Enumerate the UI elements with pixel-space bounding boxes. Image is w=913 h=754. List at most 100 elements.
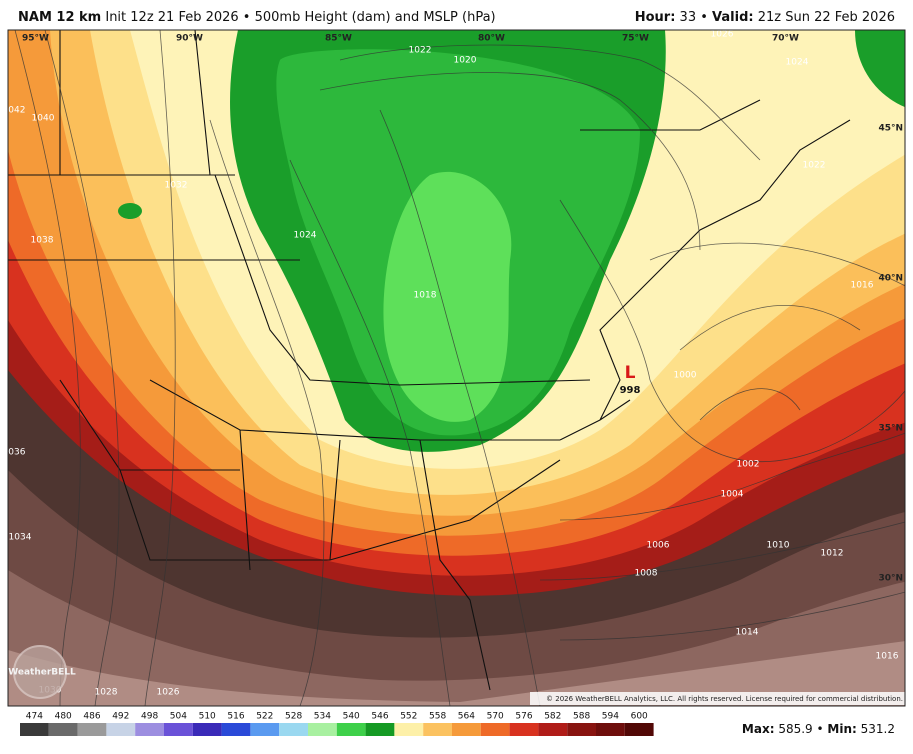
isobar-label: 1026 [157, 688, 180, 698]
min-value: 531.2 [861, 722, 895, 736]
isobar-label: 1014 [736, 628, 759, 638]
stats: Max: 585.9 • Min: 531.2 [742, 722, 895, 736]
max-label: Max: [742, 722, 775, 736]
colorbar-swatch [250, 723, 280, 736]
colorbar-label: 474 [26, 712, 43, 722]
colorbar-swatch [624, 723, 654, 736]
colorbar-label: 528 [285, 712, 302, 722]
isobar-label: 1022 [409, 46, 432, 56]
height-band [855, 30, 905, 108]
isobar-label: 1020 [454, 56, 477, 66]
colorbar-label: 588 [573, 712, 590, 722]
isobar-label: 1010 [767, 541, 790, 551]
colorbar-swatch [164, 723, 193, 736]
colorbar-swatch [279, 723, 308, 736]
colorbar-swatch [221, 723, 251, 736]
height-band [118, 203, 142, 219]
colorbar-label: 510 [199, 712, 216, 722]
height-band [8, 470, 905, 706]
colorbar-swatch [567, 723, 596, 736]
boundaries [8, 30, 851, 691]
min-label: Min: [827, 722, 856, 736]
longitude-label: 85°W [325, 34, 352, 44]
height-band [8, 641, 905, 706]
colorbar-label: 522 [256, 712, 273, 722]
isobar-label: 1006 [647, 541, 670, 551]
colorbar-label: 516 [227, 712, 244, 722]
latitude-label: 35°N [878, 424, 903, 434]
isobars [14, 30, 905, 706]
valid: 21z Sun 22 Feb 2026 [758, 10, 895, 25]
colorbar-label: 564 [458, 712, 475, 722]
isobar-label: 1002 [737, 460, 760, 470]
colorbar-label: 486 [83, 712, 100, 722]
isobar-label: 1000 [674, 371, 697, 381]
isobar-label: 1018 [414, 291, 437, 301]
logo-badge [13, 645, 67, 699]
colorbar-swatch [77, 723, 107, 736]
colorbar-swatch [20, 723, 49, 736]
isobar-label: 1024 [786, 58, 809, 68]
colorbar-swatch [452, 723, 481, 736]
header-right: Hour: 33 • Valid: 21z Sun 22 Feb 2026 [635, 10, 895, 25]
latitude-label: 30°N [878, 574, 903, 584]
colorbar-swatch [106, 723, 136, 736]
logo: WeatherBELL [8, 668, 76, 678]
max-value: 585.9 • [778, 722, 823, 736]
isobar-label: 1040 [32, 114, 55, 124]
colorbar-label: 552 [400, 712, 417, 722]
colorbar-label: 498 [141, 712, 158, 722]
longitude-label: 90°W [176, 34, 203, 44]
low-pressure: 998 [620, 385, 641, 396]
isobar-label: 1034 [9, 533, 32, 543]
colorbar-label: 534 [314, 712, 331, 722]
colorbar-swatch [394, 723, 424, 736]
colorbar-label: 504 [170, 712, 187, 722]
colorbar-swatch [48, 723, 78, 736]
colorbar-swatch [423, 723, 452, 736]
map [8, 30, 905, 706]
colorbar-swatch [135, 723, 164, 736]
latitude-label: 40°N [878, 274, 903, 284]
colorbar-label: 570 [487, 712, 504, 722]
colorbar-label: 480 [55, 712, 72, 722]
low-symbol: L [625, 363, 636, 383]
isobar-label: 1004 [721, 490, 744, 500]
longitude-label: 80°W [478, 34, 505, 44]
colorbar-label: 558 [429, 712, 446, 722]
isobar-label: 1022 [803, 161, 826, 171]
isobar-label: 1016 [876, 652, 899, 662]
isobar-label: 1036 [3, 448, 26, 458]
header-left: NAM 12 km Init 12z 21 Feb 2026 • 500mb H… [18, 10, 496, 25]
colorbar-swatch [192, 723, 222, 736]
copyright: © 2026 WeatherBELL Analytics, LLC. All r… [546, 695, 903, 703]
hour-label: Hour: [635, 10, 676, 25]
isobar-label: 1016 [851, 281, 874, 291]
colorbar-label: 600 [631, 712, 648, 722]
colorbar-swatch [365, 723, 395, 736]
colorbar-label: 576 [515, 712, 532, 722]
colorbar-label: 492 [112, 712, 129, 722]
longitude-label: 95°W [22, 34, 49, 44]
isobar-label: 1026 [711, 30, 734, 40]
isobar-label: 1012 [821, 549, 844, 559]
height-band [383, 171, 512, 422]
description: Init 12z 21 Feb 2026 • 500mb Height (dam… [105, 10, 495, 25]
valid-label: Valid: [712, 10, 754, 25]
copyright-box [530, 692, 905, 705]
latitude-label: 45°N [878, 124, 903, 134]
colorbar-swatch [480, 723, 510, 736]
isobar-label: 1032 [165, 181, 188, 191]
colorbar-label: 546 [371, 712, 388, 722]
colorbar-swatch [596, 723, 625, 736]
colorbar-label: 582 [544, 712, 561, 722]
map-frame [7, 29, 906, 707]
colorbar-swatch [308, 723, 337, 736]
colorbar-label: 594 [602, 712, 619, 722]
colorbar-swatch [538, 723, 568, 736]
colorbar-swatch [509, 723, 539, 736]
colorbar-swatch [336, 723, 366, 736]
isobar-label: 1038 [31, 236, 54, 246]
longitude-label: 70°W [772, 34, 799, 44]
